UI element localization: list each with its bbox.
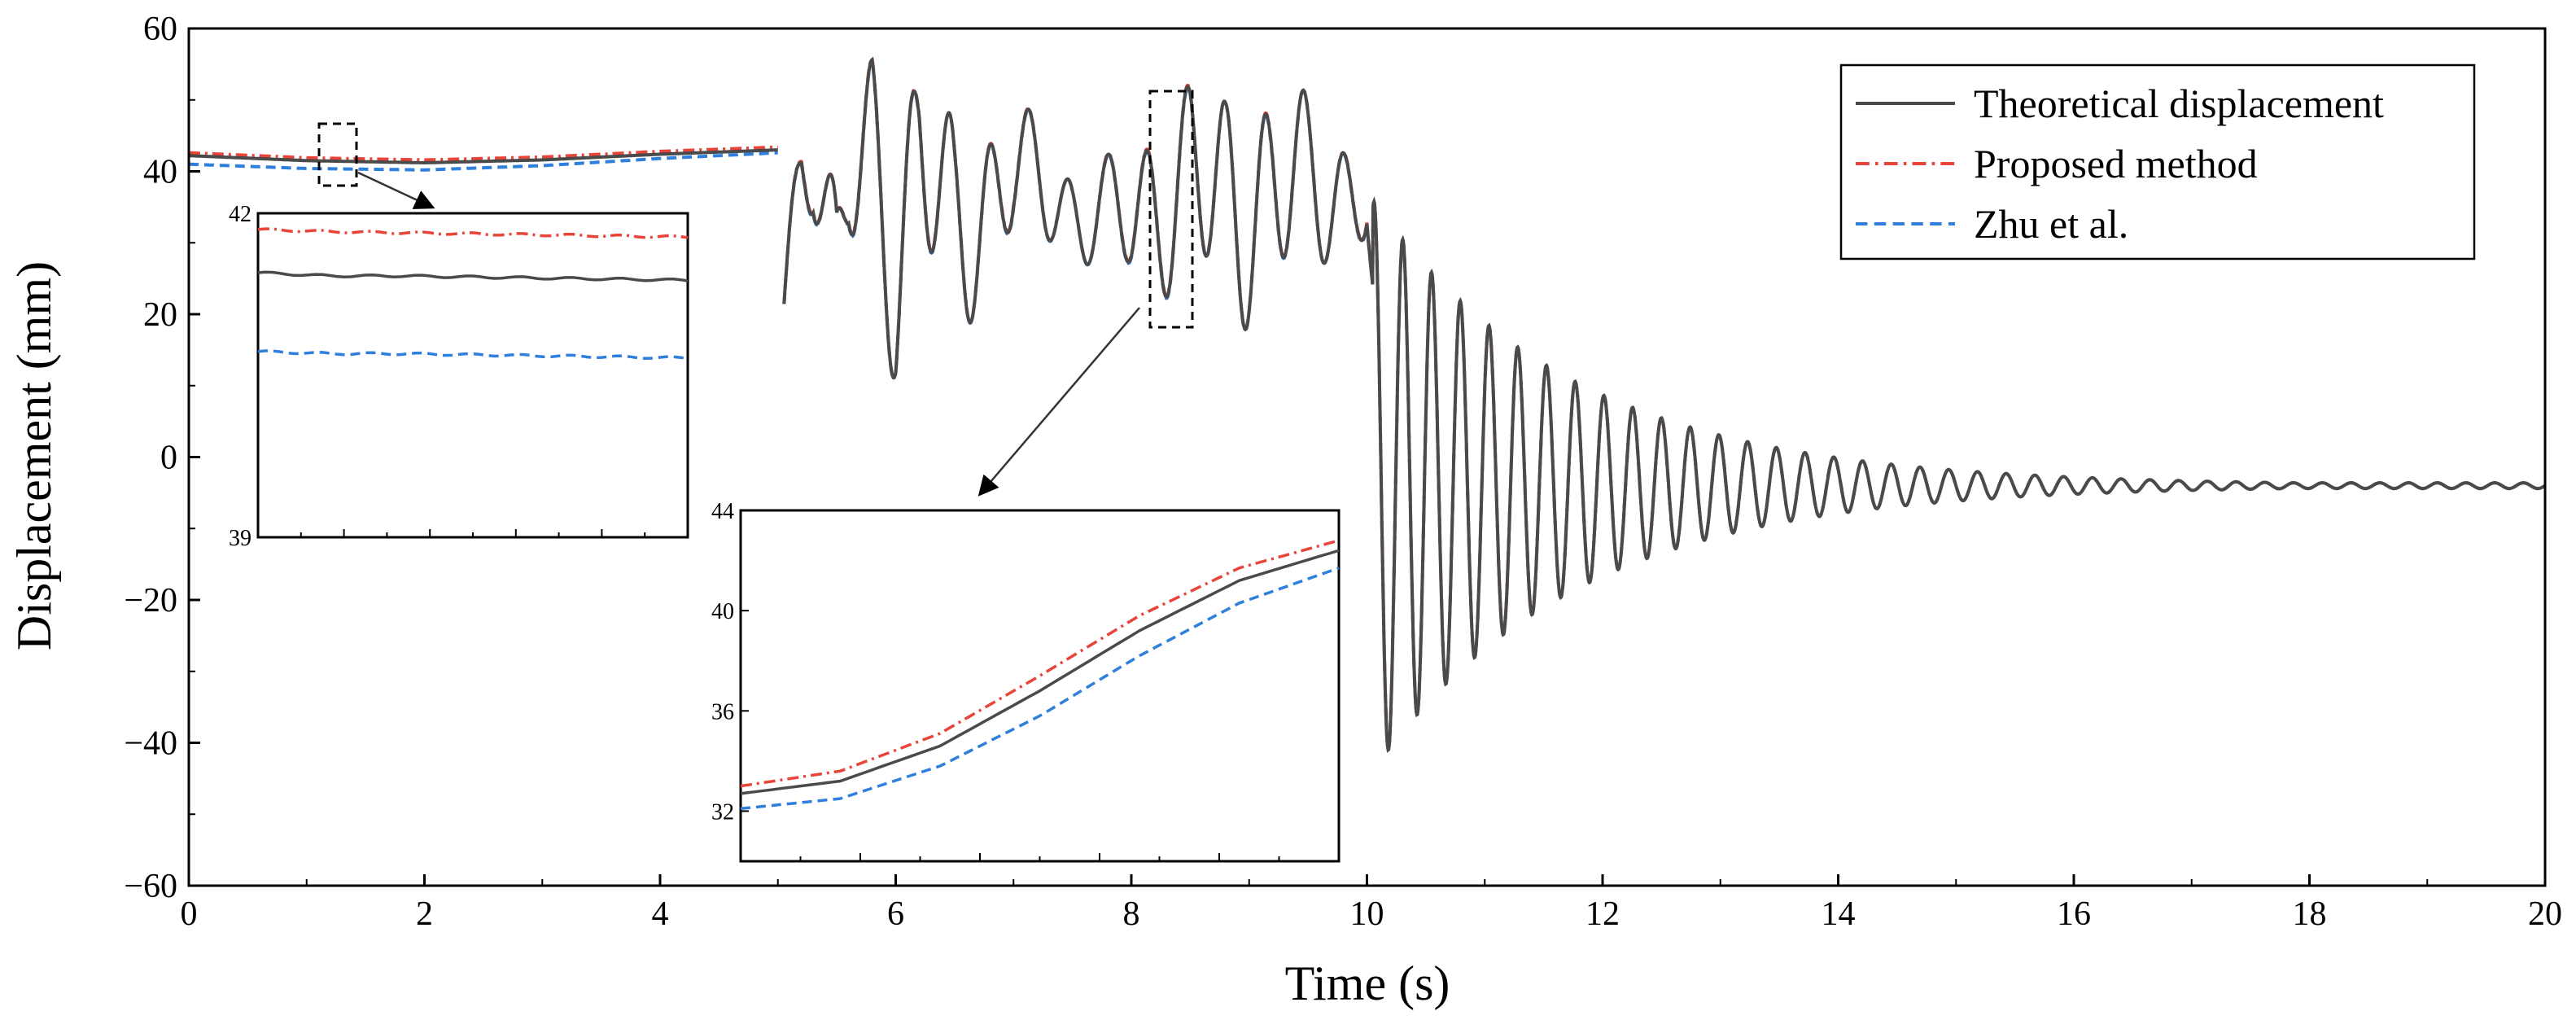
y-tick-label-1: −40	[124, 725, 177, 763]
x-tick-label-7: 14	[1822, 895, 1856, 933]
x-tick-label-8: 16	[2057, 895, 2091, 933]
y-tick-label-6: 60	[143, 11, 177, 48]
x-tick-label-5: 10	[1350, 895, 1384, 933]
inset-2-y-tick-label-1: 36	[711, 699, 734, 724]
inset-2-line-1	[740, 539, 1340, 788]
plot-area: 0 2 4 6 8 10 12 14 16 18 20 −60 −40 −20 0 20 40 60	[124, 11, 2562, 933]
legend-label-2: Zhu et al.	[1974, 201, 2128, 247]
x-tick-label-10: 20	[2528, 895, 2562, 933]
x-tick-label-9: 18	[2293, 895, 2327, 933]
y-tick-label-2: −20	[124, 582, 177, 619]
inset-2-y-tick-label-2: 40	[711, 599, 734, 624]
inset-2-line-2	[740, 567, 1340, 811]
x-tick-label-4: 8	[1123, 895, 1140, 933]
inset-2: 32 36 40 44	[711, 499, 1340, 863]
inset-1-y-tick-label-1: 42	[229, 202, 251, 227]
y-tick-label-0: −60	[124, 868, 177, 905]
series-line-0	[189, 56, 2545, 753]
y-tick-label-5: 40	[143, 154, 177, 191]
zoom-arrow-2	[977, 307, 1140, 497]
inset-1-line-0	[257, 270, 689, 282]
y-axis-title: Displacement (mm)	[7, 261, 61, 650]
x-tick-label-6: 12	[1585, 895, 1620, 933]
zoom-box-2	[1148, 90, 1194, 329]
y-tick-label-3: 0	[160, 440, 177, 477]
legend-label-0: Theoretical displacement	[1974, 81, 2384, 126]
legend-label-1: Proposed method	[1974, 141, 2258, 186]
inset-2-line-0	[740, 549, 1340, 795]
inset-2-y-tick-label-3: 44	[711, 499, 734, 524]
inset-2-frame	[739, 509, 1340, 863]
inset-1-frame	[256, 212, 689, 539]
inset-2-y-tick-label-0: 32	[711, 799, 734, 825]
inset-1-y-tick-label-0: 39	[229, 526, 251, 551]
inset-1: 39 42	[229, 202, 689, 551]
x-tick-label-1: 2	[416, 895, 433, 933]
insets: 39 42 32 36 40 44	[229, 202, 1340, 863]
inset-1-line-1	[257, 227, 689, 239]
x-tick-label-2: 4	[652, 895, 669, 933]
inset-1-line-2	[257, 349, 689, 361]
series-lines	[189, 55, 2545, 753]
y-tick-label-4: 20	[143, 296, 177, 334]
x-tick-label-3: 6	[887, 895, 904, 933]
x-tick-label-0: 0	[181, 895, 198, 933]
legend: Theoretical displacement Proposed method Z…	[1839, 63, 2476, 260]
zoom-box-1	[317, 122, 358, 187]
x-axis-title: Time (s)	[1285, 956, 1450, 1010]
zoom-arrow-1	[357, 171, 435, 209]
